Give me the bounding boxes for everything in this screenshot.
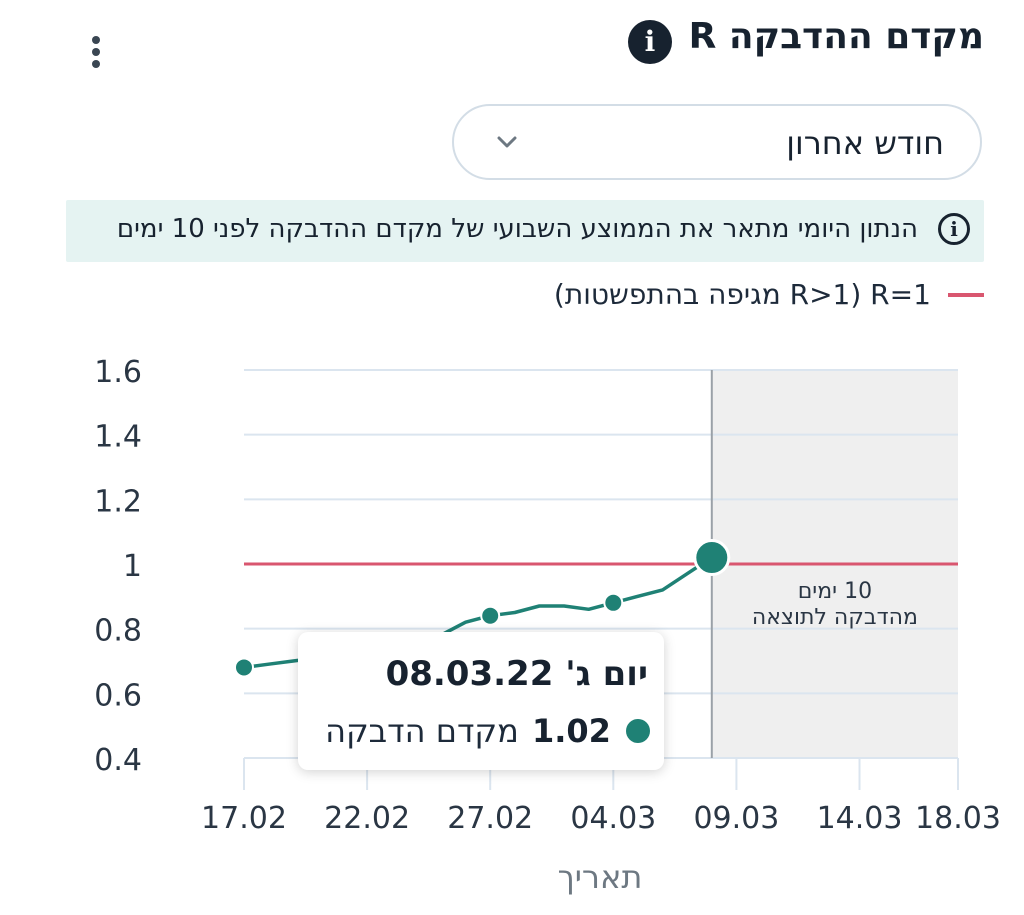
x-tick-label: 22.02 bbox=[324, 801, 410, 836]
legend-swatch bbox=[948, 292, 984, 297]
info-icon[interactable]: i bbox=[628, 20, 672, 64]
x-tick-label: 09.03 bbox=[693, 801, 779, 836]
tooltip-value: 1.02 bbox=[531, 712, 611, 750]
time-range-value: חודש אחרון bbox=[786, 124, 944, 162]
chevron-down-icon bbox=[497, 136, 517, 148]
x-tick-label: 14.03 bbox=[817, 801, 903, 836]
series-dot bbox=[626, 719, 650, 743]
x-tick-label: 04.03 bbox=[570, 801, 656, 836]
legend-label: R=1 (R>1 מגיפה בהתפשטות) bbox=[553, 278, 931, 311]
x-tick-label: 18.03 bbox=[915, 801, 1001, 836]
data-point bbox=[234, 657, 254, 678]
y-tick-label: 1 bbox=[123, 549, 142, 584]
tooltip-date: יום ג' 08.03.22 bbox=[385, 654, 648, 694]
x-axis-title: תאריך bbox=[558, 858, 643, 896]
notice-text: הנתון היומי מתאר את הממוצע השבועי של מקד… bbox=[116, 214, 918, 244]
tooltip-row: 1.02 מקדם הדבקה bbox=[325, 712, 650, 750]
x-tick-label: 17.02 bbox=[201, 801, 287, 836]
kebab-menu-icon[interactable] bbox=[86, 36, 106, 76]
chart-legend: R=1 (R>1 מגיפה בהתפשטות) bbox=[554, 278, 984, 314]
r-chart: 0.4 0.6 0.8 1 1.2 1.4 1.6 17.02 22.02 27.02 04.03 0… bbox=[94, 355, 1001, 896]
info-outline-icon: i bbox=[938, 213, 970, 245]
data-point bbox=[480, 605, 501, 626]
page-title: מקדם ההדבקה R bbox=[688, 16, 984, 57]
y-tick-label: 0.4 bbox=[94, 743, 142, 778]
tooltip-label: מקדם הדבקה bbox=[325, 712, 519, 750]
x-tick-label: 27.02 bbox=[447, 801, 533, 836]
data-point bbox=[603, 592, 624, 613]
y-tick-label: 1.2 bbox=[94, 484, 142, 519]
y-tick-label: 0.8 bbox=[94, 614, 142, 649]
y-tick-label: 1.4 bbox=[94, 420, 142, 455]
shaded-region-label: מהדבקה לתוצאה bbox=[752, 605, 918, 630]
y-tick-label: 0.6 bbox=[94, 678, 142, 713]
time-range-select[interactable]: חודש אחרון bbox=[452, 104, 982, 180]
chart-tooltip: יום ג' 08.03.22 1.02 מקדם הדבקה bbox=[298, 632, 664, 770]
info-notice: i הנתון היומי מתאר את הממוצע השבועי של מ… bbox=[66, 200, 984, 262]
y-tick-label: 1.6 bbox=[94, 355, 142, 390]
shaded-region-label: 10 ימים bbox=[798, 579, 872, 604]
highlighted-point bbox=[693, 539, 731, 577]
